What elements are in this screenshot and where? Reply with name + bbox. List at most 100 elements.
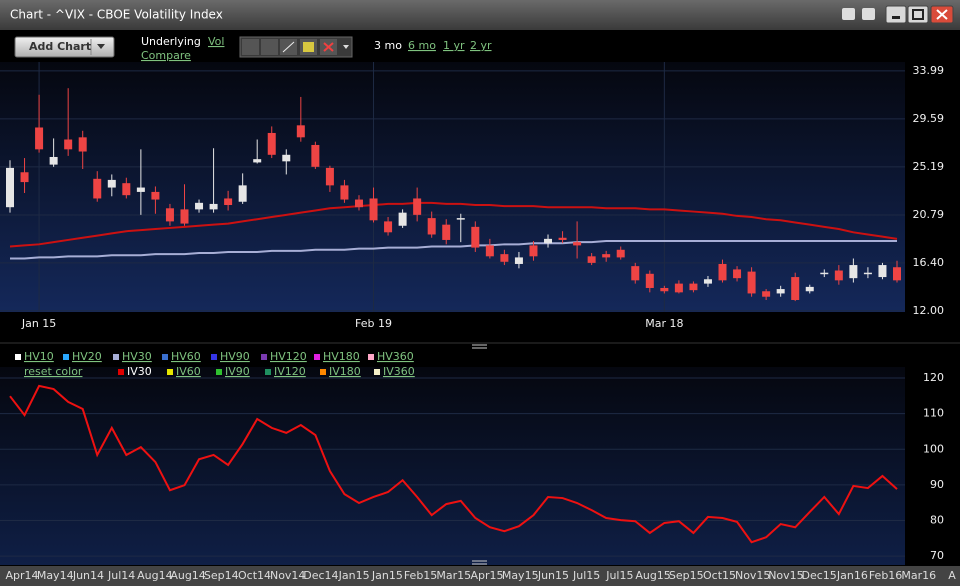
x-tick-label: Dec15 [801, 569, 836, 582]
candle-body [573, 242, 582, 246]
x-tick-label: Mar 18 [645, 317, 683, 330]
legend-entry[interactable]: HV360 [377, 350, 414, 363]
candle-body [49, 156, 58, 165]
timeline-bar [0, 566, 960, 586]
add-chart-button[interactable] [14, 36, 115, 58]
legend-entry[interactable]: HV90 [220, 350, 250, 363]
legend-swatch [113, 354, 119, 360]
range-option[interactable]: 1 yr [443, 39, 465, 52]
x-tick-label: Feb 19 [355, 317, 392, 330]
candle-body [398, 212, 407, 226]
candle-body [93, 178, 102, 199]
candle-body [660, 287, 669, 292]
candle-body [427, 218, 436, 235]
reset-color-link[interactable]: reset color [24, 365, 83, 378]
x-tick-label: Mar16 [901, 569, 936, 582]
range-option[interactable]: 6 mo [408, 39, 436, 52]
x-tick-label: Nov14 [270, 569, 305, 582]
candle-body [558, 237, 567, 240]
compare-link[interactable]: Compare [141, 49, 191, 62]
candle-body [107, 179, 116, 188]
legend-entry[interactable]: IV120 [274, 365, 306, 378]
fib-icon [303, 42, 314, 52]
candle-body [238, 185, 247, 202]
candle-body [180, 209, 189, 224]
legend-entry[interactable]: HV20 [72, 350, 102, 363]
undo-tool[interactable] [261, 39, 278, 55]
candle-body [834, 270, 843, 281]
x-tick-label: Jan15 [371, 569, 403, 582]
toolbar [0, 30, 960, 62]
settings-button[interactable] [862, 8, 875, 20]
legend-entry[interactable]: HV120 [270, 350, 307, 363]
candle-body [863, 272, 872, 275]
x-tick-label: Oct15 [703, 569, 736, 582]
camera-button[interactable] [842, 8, 855, 20]
legend-swatch [265, 369, 271, 375]
range-option[interactable]: 2 yr [470, 39, 492, 52]
legend-swatch [162, 354, 168, 360]
candle-body [471, 226, 480, 248]
range-option: 3 mo [374, 39, 402, 52]
line-icon [282, 41, 295, 53]
x-tick-label: Oct14 [238, 569, 271, 582]
x-tick-label: Jul15 [572, 569, 600, 582]
legend-entry[interactable]: HV10 [24, 350, 54, 363]
legend-entry[interactable]: HV180 [323, 350, 360, 363]
legend-swatch [216, 369, 222, 375]
candle-body [529, 245, 538, 257]
candle-body [35, 127, 44, 150]
legend-entry[interactable]: IV360 [383, 365, 415, 378]
x-tick-label: Jul15 [605, 569, 633, 582]
x-tick-label: Jan15 [338, 569, 370, 582]
legend-swatch [63, 354, 69, 360]
legend-entry[interactable]: IV180 [329, 365, 361, 378]
legend-entry[interactable]: HV30 [122, 350, 152, 363]
candle-body [354, 199, 363, 208]
legend-swatch [320, 369, 326, 375]
price-pane [0, 62, 905, 312]
tools-dropdown[interactable] [343, 45, 349, 49]
splitter-handle[interactable] [472, 344, 487, 349]
window-title: Chart - ^VIX - CBOE Volatility Index [10, 8, 223, 22]
add-chart-label: Add Chart [29, 40, 91, 53]
x-tick-label: Feb15 [404, 569, 437, 582]
price-x-axis [0, 312, 905, 342]
candle-body [20, 172, 29, 183]
x-tick-label: Nov15 [735, 569, 770, 582]
candle-body [325, 167, 334, 186]
legend-entry[interactable]: HV60 [171, 350, 201, 363]
legend-entry[interactable]: IV90 [225, 365, 250, 378]
y-tick-label: 20.79 [913, 208, 945, 221]
minimize-button[interactable] [885, 5, 907, 24]
splitter-handle[interactable] [472, 560, 487, 565]
candle-body [6, 167, 14, 208]
y-tick-label: 12.00 [913, 304, 945, 317]
legend-swatch [314, 354, 320, 360]
x-tick-label: Jan 15 [21, 317, 56, 330]
y-tick-label: 80 [930, 513, 944, 526]
moving-average-line [9, 201, 898, 248]
x-tick-label: Mar15 [436, 569, 471, 582]
candle-body [762, 291, 771, 297]
pointer-tool[interactable] [242, 39, 259, 55]
x-tick-label: Sep15 [669, 569, 704, 582]
candle-body [776, 289, 785, 294]
maximize-button[interactable] [907, 5, 929, 24]
x-tick-label: Sep14 [204, 569, 239, 582]
x-tick-label: Aug15 [635, 569, 670, 582]
vol-link[interactable]: Vol [208, 35, 224, 48]
x-tick-label: A [948, 569, 956, 582]
y-tick-label: 33.99 [913, 64, 945, 77]
legend-entry[interactable]: IV60 [176, 365, 201, 378]
candle-body [78, 137, 87, 152]
y-tick-label: 25.19 [913, 160, 945, 173]
x-tick-label: Jun15 [537, 569, 569, 582]
candle-body [849, 265, 858, 279]
legend-swatch [261, 354, 267, 360]
x-tick-label: Feb16 [869, 569, 902, 582]
title-bar [0, 0, 960, 30]
candle-body [151, 191, 160, 200]
x-tick-label: Jan16 [836, 569, 868, 582]
